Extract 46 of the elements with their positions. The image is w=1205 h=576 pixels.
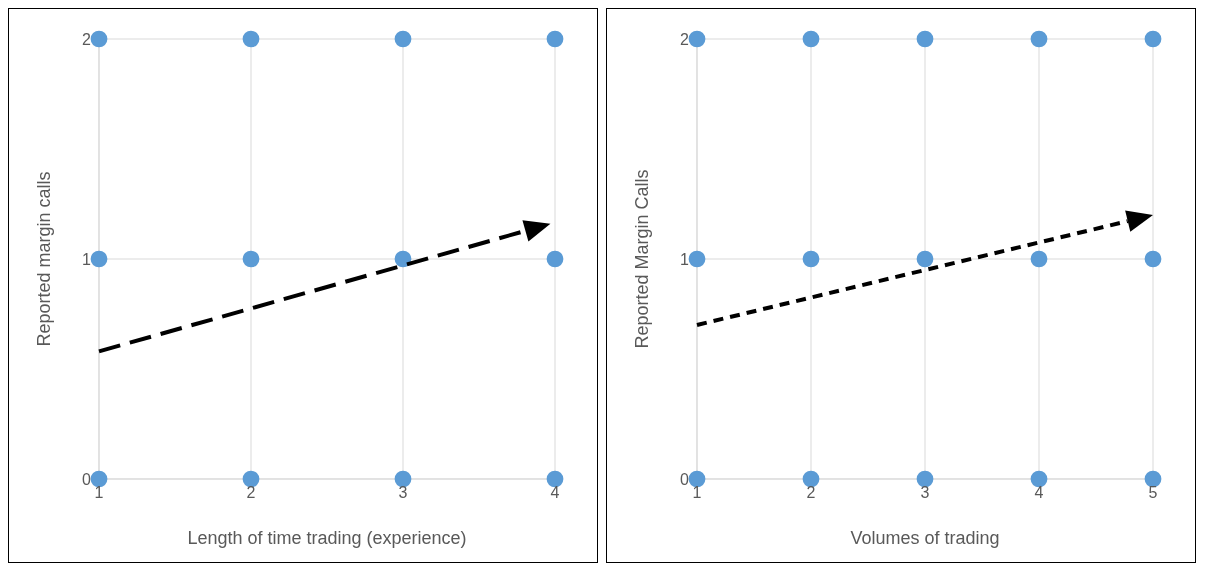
x-tick-label: 3 <box>920 484 930 502</box>
point <box>394 470 412 488</box>
point <box>802 470 820 488</box>
point <box>916 470 934 488</box>
point <box>1030 250 1048 268</box>
x-tick-label: 1 <box>94 484 104 502</box>
point <box>688 250 706 268</box>
y-axis-title: Reported Margin Calls <box>632 169 653 349</box>
point <box>242 470 260 488</box>
point <box>916 250 934 268</box>
point <box>916 30 934 48</box>
point <box>242 30 260 48</box>
x-axis-title: Length of time trading (experience) <box>187 528 467 548</box>
y-tick-label: 1 <box>82 250 92 268</box>
point <box>242 250 260 268</box>
x-tick-label: 4 <box>550 484 560 502</box>
point <box>1144 250 1162 268</box>
y-tick-label: 1 <box>680 250 690 268</box>
point <box>1030 470 1048 488</box>
y-tick-label: 0 <box>680 470 690 488</box>
y-tick-label: 2 <box>82 30 92 48</box>
point <box>802 30 820 48</box>
point <box>1144 470 1162 488</box>
point <box>546 30 564 48</box>
y-tick-label: 2 <box>680 30 690 48</box>
x-tick-label: 3 <box>398 484 408 502</box>
point <box>546 250 564 268</box>
point <box>688 470 706 488</box>
y-tick-label: 0 <box>82 470 92 488</box>
point <box>90 30 108 48</box>
y-axis-title: Reported margin calls <box>34 171 55 347</box>
x-axis-title: Volumes of trading <box>850 528 1000 548</box>
point <box>90 470 108 488</box>
point <box>1144 30 1162 48</box>
point <box>802 250 820 268</box>
x-tick-label: 2 <box>246 484 256 502</box>
point <box>394 250 412 268</box>
point <box>1030 30 1048 48</box>
point <box>90 250 108 268</box>
x-tick-label: 4 <box>1034 484 1044 502</box>
point <box>688 30 706 48</box>
x-tick-label: 1 <box>692 484 702 502</box>
point <box>394 30 412 48</box>
x-tick-label: 2 <box>806 484 816 502</box>
point <box>546 470 564 488</box>
x-tick-label: 5 <box>1148 484 1158 502</box>
